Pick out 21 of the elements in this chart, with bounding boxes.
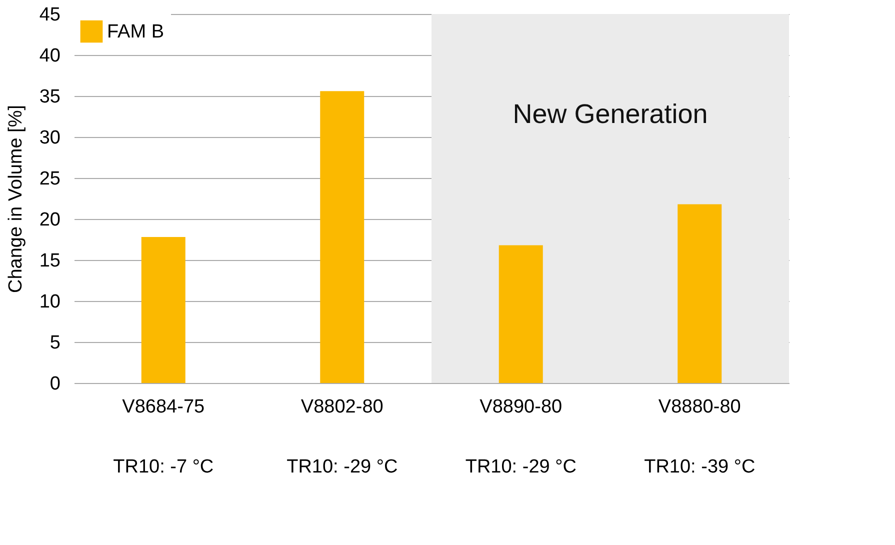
y-tick-label: 10 — [39, 292, 60, 312]
y-tick-label: 0 — [50, 374, 60, 394]
category-label: V8802-80 TR10: -29 °C — [286, 396, 398, 478]
bar — [498, 245, 543, 383]
y-tick-label: 20 — [39, 210, 60, 230]
y-tick-label: 35 — [39, 86, 60, 108]
bar — [141, 237, 186, 383]
band-label: New Generation — [512, 99, 708, 129]
legend-label: FAM B — [107, 22, 164, 42]
y-tick-label: 45 — [39, 4, 60, 26]
category-label: V8684-75 TR10: -7 °C — [113, 396, 214, 478]
y-tick-label: 30 — [39, 128, 60, 148]
y-tick-label: 40 — [39, 46, 60, 66]
category-label: V8890-80 TR10: -29 °C — [465, 396, 576, 478]
y-tick-label: 25 — [39, 168, 60, 190]
category-label: V8880-80 TR10: -39 °C — [644, 396, 756, 478]
y-axis-title: Change in Volume [%] — [5, 104, 26, 294]
y-tick-label: 15 — [39, 250, 60, 272]
bar — [678, 204, 722, 383]
y-tick-label: 5 — [50, 332, 60, 354]
bar — [320, 91, 364, 383]
